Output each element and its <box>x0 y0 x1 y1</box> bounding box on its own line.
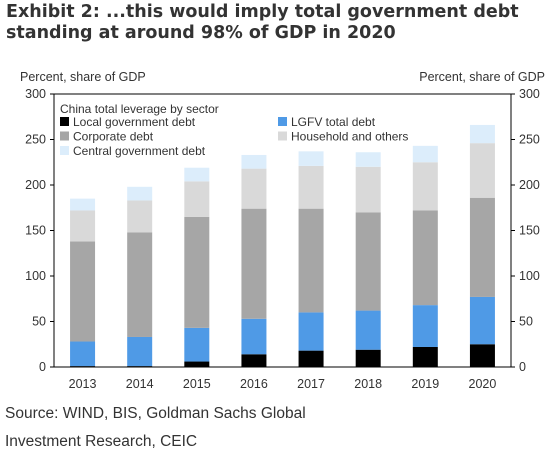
bar-segment <box>184 361 210 367</box>
left-axis-unit-label: Percent, share of GDP <box>20 70 146 84</box>
legend-swatch <box>60 117 69 126</box>
title-line-1: Exhibit 2: ...this would imply total gov… <box>6 2 519 22</box>
legend-label: LGFV total debt <box>291 115 376 129</box>
bar-segment <box>70 198 96 211</box>
y-tick-label-left: 200 <box>25 178 46 192</box>
bar-segment <box>241 154 267 169</box>
bar-segment <box>70 241 96 342</box>
bar-segment <box>184 216 210 328</box>
bar-segment <box>127 200 153 233</box>
legend-swatch <box>278 131 287 141</box>
bar-segment <box>298 312 324 351</box>
bar-segment <box>412 145 438 163</box>
bars <box>70 124 495 367</box>
bar-segment <box>127 232 153 337</box>
y-tick-label-right: 150 <box>519 224 540 238</box>
x-tick-label: 2018 <box>354 377 382 391</box>
bar-segment <box>412 210 438 306</box>
y-tick-label-right: 100 <box>519 269 540 283</box>
bar-segment <box>298 350 324 367</box>
bar-segment <box>355 212 381 311</box>
bar-segment <box>355 166 381 213</box>
y-tick-label-left: 0 <box>39 360 46 374</box>
y-tick-label-right: 0 <box>519 360 526 374</box>
y-tick-label-left: 250 <box>25 133 46 147</box>
legend-label: Household and others <box>291 130 408 144</box>
bar-segment <box>241 318 267 355</box>
x-tick-label: 2015 <box>183 377 211 391</box>
legend-swatch <box>278 117 287 126</box>
bar-segment <box>127 366 153 367</box>
legend-swatch <box>60 131 69 141</box>
legend-label: Corporate debt <box>73 130 154 144</box>
exhibit-title: Exhibit 2: ...this would imply total gov… <box>6 2 551 44</box>
bar-segment <box>469 197 495 297</box>
x-tick-label: 2019 <box>411 377 439 391</box>
x-tick-label: 2020 <box>469 377 497 391</box>
x-tick-label: 2017 <box>297 377 325 391</box>
bar-segment <box>355 310 381 350</box>
legend: China total leverage by sector Local gov… <box>60 102 408 158</box>
bar-segment <box>412 346 438 367</box>
legend-swatch <box>60 146 69 155</box>
bar-segment <box>355 152 381 167</box>
y-tick-label-left: 100 <box>25 269 46 283</box>
x-tick-label: 2016 <box>240 377 268 391</box>
stacked-bar-chart: Percent, share of GDP Percent, share of … <box>20 70 545 391</box>
bar-segment <box>469 344 495 367</box>
bar-segment <box>70 341 96 367</box>
bar-segment <box>412 162 438 211</box>
bar-segment <box>70 210 96 242</box>
legend-label: Central government debt <box>73 144 206 158</box>
bar-segment <box>298 208 324 313</box>
bar-segment <box>412 305 438 347</box>
bar-segment <box>298 165 324 209</box>
legend-label: Local government debt <box>73 115 196 129</box>
bar-segment <box>355 349 381 367</box>
bar-segment <box>469 143 495 198</box>
x-tick-label: 2014 <box>126 377 154 391</box>
bar-segment <box>184 167 210 182</box>
y-tick-label-left: 300 <box>25 87 46 101</box>
x-tick-label: 2013 <box>69 377 97 391</box>
bar-segment <box>70 366 96 367</box>
bar-segment <box>298 151 324 166</box>
y-tick-label-right: 50 <box>519 315 533 329</box>
bar-segment <box>469 296 495 345</box>
bar-segment <box>241 168 267 209</box>
bar-segment <box>127 336 153 367</box>
right-axis-unit-label: Percent, share of GDP <box>419 70 545 84</box>
bar-segment <box>241 208 267 319</box>
y-tick-label-right: 300 <box>519 87 540 101</box>
bar-segment <box>241 354 267 367</box>
legend-title: China total leverage by sector <box>60 102 219 116</box>
y-tick-label-right: 250 <box>519 133 540 147</box>
title-line-2: standing at around 98% of GDP in 2020 <box>6 23 396 43</box>
bar-segment <box>127 186 153 201</box>
bar-segment <box>184 181 210 217</box>
y-tick-label-right: 200 <box>519 178 540 192</box>
bar-segment <box>469 124 495 144</box>
y-tick-label-left: 150 <box>25 224 46 238</box>
source-note-line-2: Investment Research, CEIC <box>5 433 198 450</box>
axes: 0 0 50 50 100 100 150 150 200 200 250 250 300 300 2013… <box>25 87 540 391</box>
bar-segment <box>184 327 210 362</box>
source-note-line-1: Source: WIND, BIS, Goldman Sachs Global <box>5 405 306 422</box>
y-tick-label-left: 50 <box>32 315 46 329</box>
